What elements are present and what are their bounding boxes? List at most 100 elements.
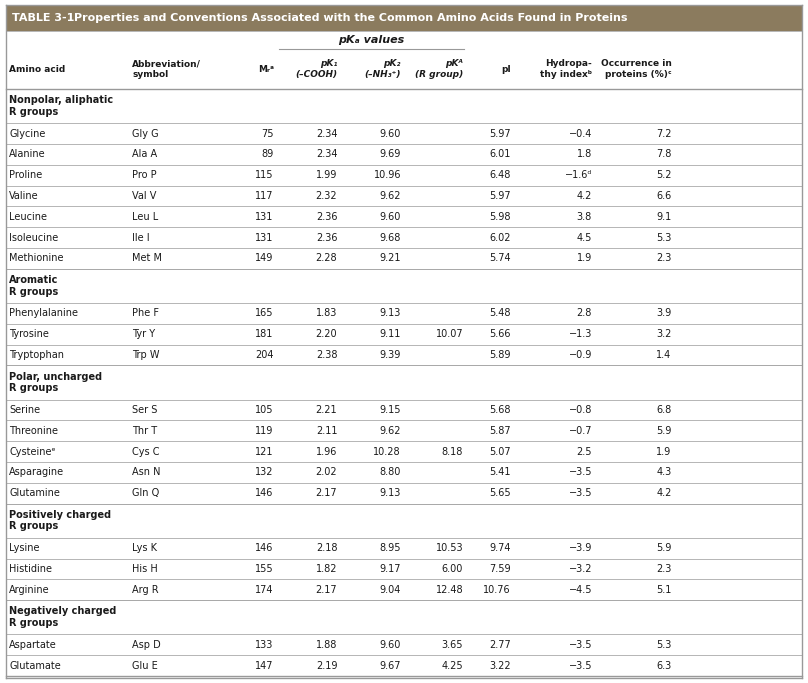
Text: 5.98: 5.98: [490, 212, 511, 222]
Text: −0.4: −0.4: [569, 128, 592, 139]
Text: 2.5: 2.5: [577, 447, 592, 457]
Bar: [6, 345, 802, 365]
Text: 2.11: 2.11: [316, 426, 337, 436]
Text: 5.3: 5.3: [656, 640, 671, 650]
Text: Cysteineᵉ: Cysteineᵉ: [9, 447, 56, 457]
Text: 149: 149: [255, 253, 274, 264]
Text: 2.34: 2.34: [316, 128, 337, 139]
Text: Glycine: Glycine: [9, 128, 45, 139]
Text: Ala A: Ala A: [133, 150, 158, 159]
Text: Isoleucine: Isoleucine: [9, 233, 58, 242]
Text: 12.48: 12.48: [436, 585, 463, 595]
Text: Phenylalanine: Phenylalanine: [9, 309, 78, 318]
Text: 5.48: 5.48: [490, 309, 511, 318]
Text: 133: 133: [255, 640, 274, 650]
Text: 8.80: 8.80: [380, 467, 401, 477]
Text: 8.95: 8.95: [380, 543, 401, 553]
Text: Tryptophan: Tryptophan: [9, 350, 64, 360]
Bar: [6, 400, 802, 421]
Text: Gly G: Gly G: [133, 128, 159, 139]
Text: 9.13: 9.13: [380, 309, 401, 318]
Text: pK₁
(–COOH): pK₁ (–COOH): [295, 59, 337, 79]
Text: Asparagine: Asparagine: [9, 467, 64, 477]
Text: 10.96: 10.96: [373, 170, 401, 180]
Text: pK₂
(–NH₃⁺): pK₂ (–NH₃⁺): [364, 59, 401, 79]
Text: 5.66: 5.66: [490, 329, 511, 339]
Text: 1.99: 1.99: [316, 170, 337, 180]
Text: 2.36: 2.36: [316, 233, 337, 242]
Text: Properties and Conventions Associated with the Common Amino Acids Found in Prote: Properties and Conventions Associated wi…: [74, 13, 628, 23]
Text: 1.9: 1.9: [656, 447, 671, 457]
Text: Asp D: Asp D: [133, 640, 161, 650]
Bar: [6, 268, 802, 303]
Text: −1.6ᵈ: −1.6ᵈ: [565, 170, 592, 180]
Text: Pro P: Pro P: [133, 170, 157, 180]
Text: Leu L: Leu L: [133, 212, 158, 222]
Text: Val V: Val V: [133, 191, 157, 201]
Bar: [6, 579, 802, 600]
Text: 2.34: 2.34: [316, 150, 337, 159]
Bar: [6, 89, 802, 124]
Text: 5.89: 5.89: [490, 350, 511, 360]
Bar: [6, 462, 802, 483]
Text: 3.65: 3.65: [442, 640, 463, 650]
Text: 9.62: 9.62: [380, 191, 401, 201]
Text: 121: 121: [255, 447, 274, 457]
Text: 5.74: 5.74: [489, 253, 511, 264]
Text: 9.67: 9.67: [380, 660, 401, 671]
Text: 2.36: 2.36: [316, 212, 337, 222]
Text: Positively charged
R groups: Positively charged R groups: [9, 510, 112, 531]
Text: Occurrence in
proteins (%)ᶜ: Occurrence in proteins (%)ᶜ: [601, 59, 671, 79]
Text: 131: 131: [255, 212, 274, 222]
Text: 5.1: 5.1: [656, 585, 671, 595]
Bar: [6, 503, 802, 538]
Text: 204: 204: [255, 350, 274, 360]
Bar: [6, 248, 802, 268]
Bar: [6, 124, 802, 144]
Text: 115: 115: [255, 170, 274, 180]
Text: Thr T: Thr T: [133, 426, 158, 436]
Bar: [6, 483, 802, 503]
Text: Gln Q: Gln Q: [133, 488, 160, 498]
Text: 7.8: 7.8: [656, 150, 671, 159]
Text: −4.5: −4.5: [569, 585, 592, 595]
Text: 105: 105: [255, 405, 274, 415]
Bar: [6, 655, 802, 676]
Text: Mᵣᵃ: Mᵣᵃ: [258, 64, 274, 74]
Text: 6.01: 6.01: [490, 150, 511, 159]
Text: 2.28: 2.28: [316, 253, 337, 264]
Text: His H: His H: [133, 564, 158, 574]
Text: 5.9: 5.9: [656, 426, 671, 436]
Text: Serine: Serine: [9, 405, 40, 415]
Text: 6.48: 6.48: [490, 170, 511, 180]
Text: 2.8: 2.8: [577, 309, 592, 318]
Text: pKᴬ
(R group): pKᴬ (R group): [415, 59, 463, 79]
Bar: [6, 441, 802, 462]
Text: 3.2: 3.2: [656, 329, 671, 339]
Bar: [6, 421, 802, 441]
Text: 146: 146: [255, 488, 274, 498]
Bar: [6, 186, 802, 206]
Bar: [6, 600, 802, 635]
Text: 2.02: 2.02: [316, 467, 337, 477]
Text: 1.83: 1.83: [316, 309, 337, 318]
Text: 3.22: 3.22: [489, 660, 511, 671]
Text: 9.04: 9.04: [380, 585, 401, 595]
Text: 2.3: 2.3: [656, 253, 671, 264]
Text: 2.20: 2.20: [316, 329, 337, 339]
Text: 9.1: 9.1: [656, 212, 671, 222]
Text: 2.21: 2.21: [316, 405, 337, 415]
Text: Trp W: Trp W: [133, 350, 160, 360]
Text: 2.17: 2.17: [316, 585, 337, 595]
Text: Proline: Proline: [9, 170, 42, 180]
Text: 5.2: 5.2: [656, 170, 671, 180]
Text: 9.15: 9.15: [380, 405, 401, 415]
Text: 155: 155: [255, 564, 274, 574]
Text: 5.65: 5.65: [489, 488, 511, 498]
Text: −3.2: −3.2: [569, 564, 592, 574]
Text: 10.76: 10.76: [483, 585, 511, 595]
Text: 1.88: 1.88: [316, 640, 337, 650]
Text: 174: 174: [255, 585, 274, 595]
Text: 165: 165: [255, 309, 274, 318]
Text: pKₐ values: pKₐ values: [339, 35, 405, 45]
